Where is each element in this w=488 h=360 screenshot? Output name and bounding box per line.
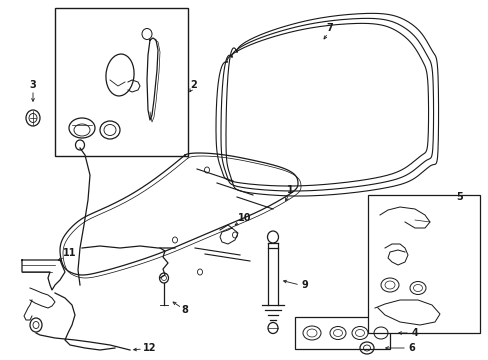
Text: 8: 8 (181, 305, 188, 315)
Text: 7: 7 (326, 23, 333, 33)
Text: 11: 11 (63, 248, 77, 258)
Text: 6: 6 (408, 343, 414, 353)
Text: 9: 9 (301, 280, 308, 290)
Bar (55, 8, 187, 156)
Text: 3: 3 (30, 80, 36, 90)
Text: 2: 2 (190, 80, 197, 90)
Bar (367, 195, 479, 333)
Text: 10: 10 (238, 213, 251, 223)
Text: 4: 4 (411, 328, 418, 338)
Bar (294, 317, 389, 349)
Text: 5: 5 (456, 192, 463, 202)
Text: 12: 12 (143, 343, 157, 353)
Text: 1: 1 (286, 185, 293, 195)
